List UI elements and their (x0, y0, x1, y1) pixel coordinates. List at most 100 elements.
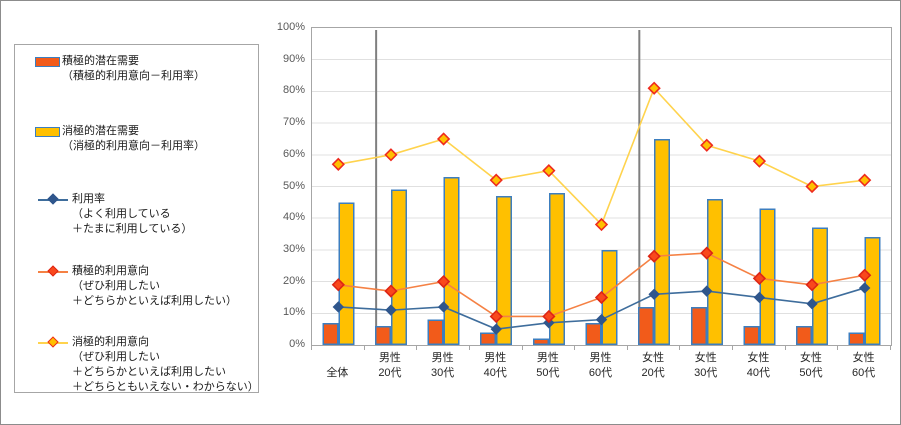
chart-plot-svg (312, 30, 891, 346)
category-label-line: 20代 (378, 367, 402, 379)
active-demand-bar (638, 306, 655, 345)
y-axis-tick-label: 60% (282, 147, 305, 160)
y-axis-tick-label: 10% (282, 306, 305, 319)
category-label-line: 女性 (800, 352, 823, 364)
y-axis-tick-label: 80% (282, 84, 305, 97)
legend-box: 積極的潜在需要 （積極的利用意向－利用率） 消極的潜在需要 （消極的利用意向－利用率）… (14, 44, 259, 393)
legend-item: 積極的潜在需要 （積極的利用意向－利用率） (15, 54, 258, 84)
legend-item: 消極的潜在需要 （消極的利用意向－利用率） (15, 124, 258, 154)
passive-intent-marker (436, 132, 451, 146)
legend-item: 積極的利用意向 （ぜひ利用したい ＋どちらかといえば利用したい） (15, 264, 258, 309)
x-axis-tick (416, 346, 417, 350)
legend-label-line: ＋どちらともいえない・わからない） (72, 381, 259, 393)
x-axis-tick (732, 346, 733, 350)
category-label-line: 男性 (536, 352, 559, 364)
active-demand-bar (322, 322, 339, 345)
x-axis-tick (469, 346, 470, 350)
active-demand-bar (532, 338, 549, 346)
x-axis-category-label: 女性 50代 (785, 351, 838, 381)
usage-rate-marker (858, 282, 871, 294)
x-axis-tick (311, 346, 312, 350)
active-intent-marker (384, 284, 398, 298)
passive-intent-marker (647, 81, 661, 95)
category-label-line: 女性 (694, 352, 717, 364)
legend-item: 利用率 （よく利用している ＋たまに利用している） (15, 192, 258, 237)
active-intent-marker (542, 309, 556, 324)
legend-item: 消極的利用意向 （ぜひ利用したい ＋どちらかといえば利用したい ＋どちらともいえない・… (15, 335, 259, 395)
passive-demand-bar (496, 196, 513, 345)
legend-item-label: 利用率 （よく利用している ＋たまに利用している） (72, 192, 192, 237)
passive-demand-bar (654, 138, 671, 345)
usage-rate-marker (437, 301, 450, 313)
category-label-line: 60代 (852, 367, 876, 379)
legend-label-line: 積極的利用意向 (72, 265, 149, 277)
passive-intent-marker (700, 138, 714, 152)
x-axis-tick (627, 346, 628, 350)
category-label-line: 男性 (378, 352, 401, 364)
x-axis-category-label: 男性 60代 (574, 351, 627, 381)
y-axis-tick-label: 20% (282, 274, 305, 287)
legend-item-label: 消極的潜在需要 （消極的利用意向－利用率） (62, 124, 205, 154)
active-intent-marker (700, 246, 714, 260)
passive-demand-bar (864, 237, 881, 345)
active-intent-marker (752, 271, 767, 286)
active-intent-marker (858, 268, 872, 282)
passive-demand-bar (390, 189, 407, 345)
usage-rate-marker (490, 323, 502, 335)
active-intent-marker (594, 290, 609, 305)
category-label-line: 30代 (694, 367, 718, 379)
x-axis-category-label: 女性 40代 (732, 351, 785, 381)
passive-intent-marker (752, 154, 767, 168)
active-demand-bar (585, 322, 602, 345)
category-label-line: 男性 (431, 352, 454, 364)
category-label-line: 50代 (536, 367, 560, 379)
category-label-line: 全体 (326, 367, 349, 379)
usage-rate-marker (385, 304, 397, 316)
active-demand-bar (690, 306, 707, 345)
legend-label-line: 消極的利用意向 (72, 336, 149, 348)
active-intent-marker (805, 278, 819, 292)
passive-intent-marker (594, 217, 609, 232)
x-axis-tick (679, 346, 680, 350)
passive-demand-bar (706, 199, 723, 345)
active-intent-marker (647, 249, 661, 263)
x-axis-tick (837, 346, 838, 350)
usage-rate-marker (806, 298, 818, 310)
passive-intent-marker (542, 164, 556, 178)
legend-label-line: （ぜひ利用したい (72, 351, 160, 363)
x-axis-category-label: 男性 20代 (364, 351, 417, 381)
x-axis-tick (574, 346, 575, 350)
legend-label-line: （積極的利用意向－利用率） (62, 70, 205, 82)
active-intent-marker (331, 278, 345, 292)
category-label-line: 60代 (588, 367, 613, 379)
passive-intent-marker (331, 157, 345, 171)
active-demand-bar (427, 319, 444, 346)
y-axis-tick-label: 40% (282, 211, 305, 224)
passive-intent-marker (489, 173, 503, 187)
legend-label-line: （消極的利用意向－利用率） (62, 140, 205, 152)
x-axis-tick (890, 346, 891, 350)
category-label-line: 50代 (799, 367, 823, 379)
y-axis-tick-label: 100% (276, 21, 305, 33)
usage-rate-marker (332, 301, 345, 313)
passive-intent-marker (858, 173, 872, 187)
legend-diamond-marker (47, 193, 59, 205)
legend-label-line: ＋どちらかといえば利用したい） (72, 295, 237, 307)
active-demand-bar (796, 325, 813, 346)
bar-active-swatch (35, 57, 60, 67)
y-axis-tick-label: 30% (282, 242, 305, 255)
y-axis-tick-label: 50% (282, 179, 305, 192)
x-axis-category-label: 男性 30代 (416, 351, 469, 381)
category-label-line: 40代 (746, 367, 771, 379)
y-axis-tick-label: 0% (289, 338, 305, 350)
x-axis-category-label: 女性 60代 (837, 351, 890, 381)
active-intent-marker (436, 274, 451, 289)
passive-intent-marker (805, 179, 819, 194)
passive-intent-line (338, 86, 865, 226)
active-demand-bar (374, 325, 391, 346)
x-axis-category-label: 全体 (311, 351, 364, 381)
category-label-line: 女性 (747, 352, 770, 364)
x-axis-category-label: 女性 20代 (627, 351, 680, 381)
category-label-line: 20代 (641, 367, 665, 379)
